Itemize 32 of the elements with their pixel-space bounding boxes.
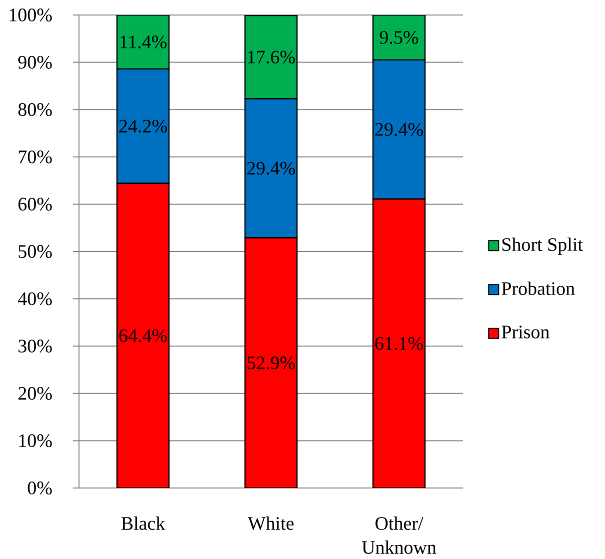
y-tick-label: 60% (18, 198, 52, 211)
data-label: 11.4% (120, 36, 167, 48)
legend-label: Short Split (502, 238, 583, 255)
bar (372, 198, 426, 488)
y-tick-label: 0% (28, 482, 52, 494)
data-label: 61.1% (375, 337, 423, 350)
bar (116, 182, 170, 488)
y-tick-label: 50% (18, 245, 52, 258)
data-label: 29.4% (375, 123, 423, 136)
y-tick-label: 40% (18, 292, 52, 306)
y-tick-label: 70% (18, 150, 52, 164)
legend-label: Probation (502, 282, 575, 295)
y-tick-label: 20% (18, 386, 52, 400)
data-label: 64.4% (119, 329, 167, 342)
x-tick-label: Other/ Unknown (362, 516, 436, 554)
data-label: 29.4% (247, 162, 295, 175)
data-label: 24.2% (119, 120, 167, 133)
data-label: 17.6% (248, 50, 295, 64)
y-tick-label: 80% (18, 103, 52, 116)
data-label: 9.5% (380, 31, 418, 44)
y-tick-label: 30% (18, 340, 52, 353)
bar (244, 237, 298, 488)
x-tick-label: White (248, 516, 294, 530)
bar (244, 14, 298, 100)
y-tick-label: 90% (18, 56, 52, 69)
legend-label: Prison (502, 326, 550, 338)
bar (116, 14, 170, 70)
data-label: 52.9% (248, 356, 295, 370)
bar (372, 14, 426, 61)
y-tick-label: 100% (10, 8, 52, 22)
y-tick-label: 10% (19, 434, 52, 448)
x-tick-label: Black (121, 516, 166, 530)
